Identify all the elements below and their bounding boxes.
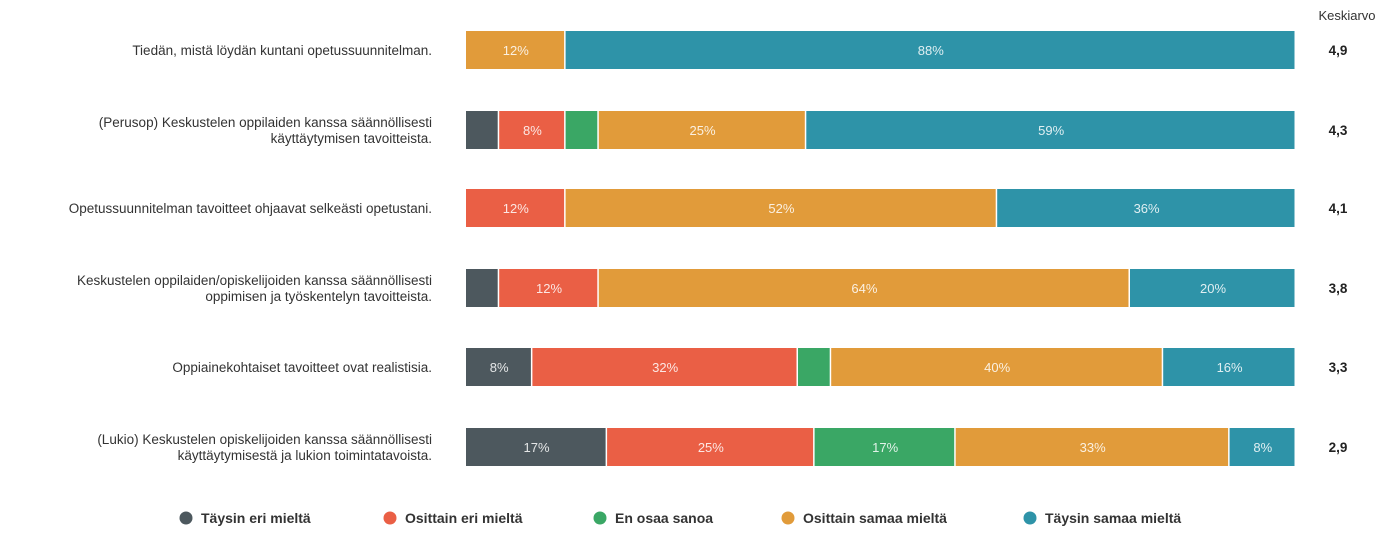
legend-item: Osittain eri mieltä: [383, 510, 523, 526]
bar-segment: [607, 428, 814, 466]
chart-row: Keskustelen oppilaiden/opiskelijoiden ka…: [77, 269, 1348, 307]
data-label: 25%: [698, 440, 724, 455]
chart-legend: Täysin eri mieltä Osittain eri mieltä En o…: [179, 510, 1181, 526]
data-label: 12%: [503, 201, 529, 216]
chart-row: (Perusop) Keskustelen oppilaiden kanssa …: [99, 111, 1348, 149]
legend-label: Täysin samaa mieltä: [1045, 510, 1181, 526]
bar-segment: [1229, 428, 1295, 466]
mean-value: 3,8: [1329, 281, 1348, 296]
chart-row: (Lukio) Keskustelen opiskelijoiden kanss…: [97, 428, 1347, 466]
bar-segment: [565, 111, 598, 149]
legend-label: En osaa sanoa: [615, 510, 713, 526]
mean-value: 3,3: [1329, 360, 1348, 375]
data-label: 36%: [1134, 201, 1160, 216]
data-label: 33%: [1080, 440, 1106, 455]
bar-segment: [1130, 269, 1295, 307]
legend-item: Täysin samaa mieltä: [1023, 510, 1181, 526]
data-label: 59%: [1038, 123, 1064, 138]
category-label: Tiedän, mistä löydän kuntani opetussuunn…: [132, 43, 432, 58]
legend-marker: [1023, 511, 1037, 525]
chart-rows: Tiedän, mistä löydän kuntani opetussuunn…: [69, 31, 1348, 466]
bar-segment: [831, 348, 1162, 386]
chart-row: Opetussuunnitelman tavoitteet ohjaavat s…: [69, 189, 1348, 227]
category-label: Keskustelen oppilaiden/opiskelijoiden ka…: [77, 273, 432, 288]
mean-column-header: Keskiarvo: [1318, 8, 1375, 23]
data-label: 40%: [984, 360, 1010, 375]
category-label: oppimisen ja työskentelyn tavoitteista.: [205, 289, 432, 304]
bar-segment: [806, 111, 1295, 149]
bar-segment: [565, 189, 996, 227]
category-label: Opetussuunnitelman tavoitteet ohjaavat s…: [69, 201, 432, 216]
bar-segment: [598, 269, 1129, 307]
data-label: 8%: [1253, 440, 1272, 455]
data-label: 8%: [523, 123, 542, 138]
bar-segment: [532, 348, 797, 386]
data-label: 32%: [652, 360, 678, 375]
data-label: 12%: [503, 43, 529, 58]
bar-segment: [466, 348, 531, 386]
legend-item: En osaa sanoa: [593, 510, 713, 526]
category-label: (Perusop) Keskustelen oppilaiden kanssa …: [99, 115, 432, 130]
bar-segment: [466, 189, 565, 227]
bar-segment: [466, 111, 498, 149]
bar-segment: [466, 31, 565, 69]
category-label: käyttäytymisen tavoitteista.: [271, 131, 432, 146]
mean-value: 4,9: [1329, 43, 1348, 58]
bar-segment: [499, 269, 598, 307]
category-label: Oppiainekohtaiset tavoitteet ovat realis…: [172, 360, 432, 375]
legend-marker: [179, 511, 193, 525]
bar-segment: [598, 111, 805, 149]
bar-segment: [955, 428, 1229, 466]
legend-marker: [781, 511, 795, 525]
bar-segment: [997, 189, 1295, 227]
legend-label: Osittain eri mieltä: [405, 510, 523, 526]
legend-marker: [593, 511, 607, 525]
bar-segment: [466, 269, 498, 307]
mean-value: 2,9: [1329, 440, 1348, 455]
bar-segment: [798, 348, 830, 386]
data-label: 25%: [690, 123, 716, 138]
data-label: 64%: [851, 281, 877, 296]
chart-row: Oppiainekohtaiset tavoitteet ovat realis…: [172, 348, 1348, 386]
data-label: 12%: [536, 281, 562, 296]
data-label: 88%: [918, 43, 944, 58]
legend-marker: [383, 511, 397, 525]
data-label: 16%: [1217, 360, 1243, 375]
legend-label: Täysin eri mieltä: [201, 510, 311, 526]
bar-segment: [565, 31, 1295, 69]
bar-segment: [1163, 348, 1295, 386]
data-label: 17%: [524, 440, 550, 455]
category-label: (Lukio) Keskustelen opiskelijoiden kanss…: [97, 432, 432, 447]
mean-value: 4,3: [1329, 123, 1348, 138]
legend-item: Täysin eri mieltä: [179, 510, 311, 526]
legend-item: Osittain samaa mieltä: [781, 510, 947, 526]
chart-row: Tiedän, mistä löydän kuntani opetussuunn…: [132, 31, 1347, 69]
data-label: 52%: [768, 201, 794, 216]
category-label: käyttäytymisestä ja lukion toimintatavoi…: [178, 448, 432, 463]
data-label: 17%: [872, 440, 898, 455]
data-label: 20%: [1200, 281, 1226, 296]
bar-segment: [814, 428, 955, 466]
mean-value: 4,1: [1329, 201, 1348, 216]
data-label: 8%: [490, 360, 509, 375]
bar-segment: [466, 428, 606, 466]
legend-label: Osittain samaa mieltä: [803, 510, 947, 526]
bar-segment: [499, 111, 565, 149]
